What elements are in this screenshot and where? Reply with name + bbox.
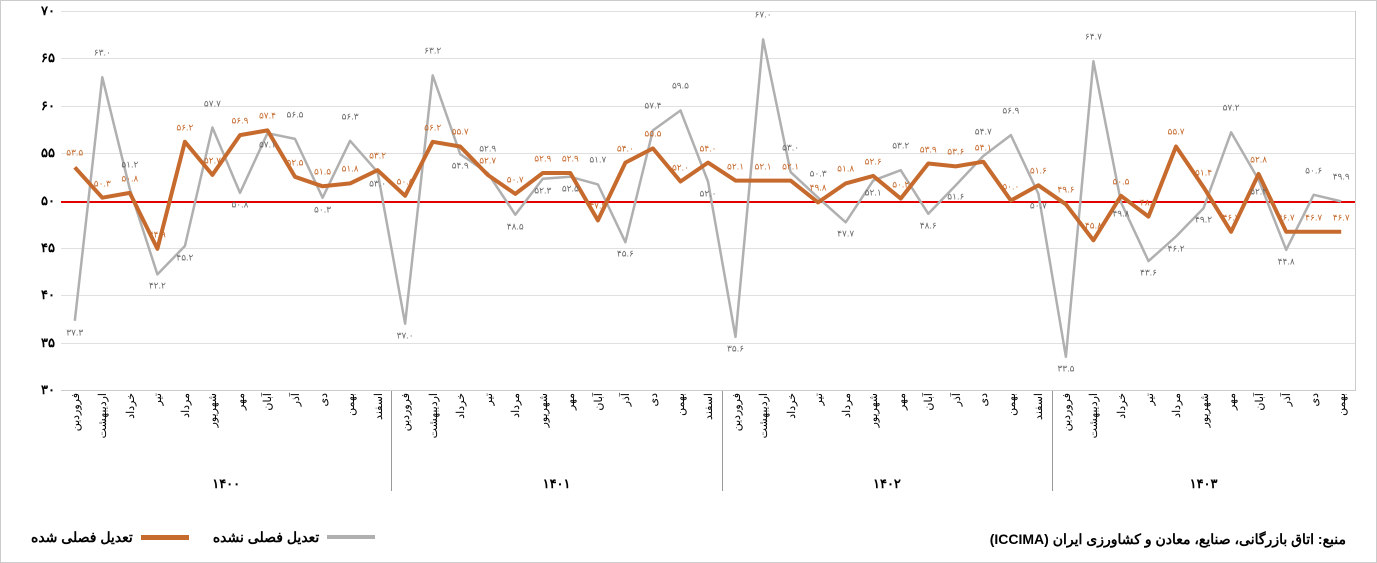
x-tick-month: آذر — [1280, 393, 1293, 406]
source-text: منبع: اتاق بازرگانی، صنایع، معادن و کشاو… — [990, 531, 1346, 548]
x-tick-month: شهریور — [537, 393, 550, 427]
line-adjusted — [75, 130, 1341, 248]
line-unadjusted — [75, 39, 1341, 356]
legend-label-adjusted: تعدیل فصلی شده — [31, 529, 133, 546]
x-year-label: ۱۴۰۳ — [1052, 476, 1355, 492]
x-tick-month: تیر — [1143, 393, 1156, 405]
legend-item-adjusted: تعدیل فصلی شده — [31, 529, 189, 546]
x-tick-month: تیر — [812, 393, 825, 405]
y-tick: ۶۵ — [21, 50, 55, 66]
y-tick: ۷۰ — [21, 3, 55, 19]
x-tick-month: خرداد — [1115, 393, 1128, 419]
x-tick-month: مرداد — [179, 393, 192, 418]
x-tick-month: شهریور — [1198, 393, 1211, 427]
x-tick-month: مهر — [895, 393, 908, 410]
x-year-label: ۱۴۰۰ — [61, 476, 391, 492]
x-tick-month: دی — [647, 393, 660, 407]
x-tick-month: آبان — [261, 393, 274, 411]
x-tick-month: اسفند — [702, 393, 715, 420]
y-tick: ۴۵ — [21, 240, 55, 256]
x-tick-month: خرداد — [454, 393, 467, 419]
x-tick-month: مرداد — [509, 393, 522, 418]
x-tick-month: اردیبهشت — [427, 393, 440, 438]
y-tick: ۶۰ — [21, 98, 55, 114]
x-tick-month: فروردین — [69, 393, 82, 431]
x-tick-month: مهر — [234, 393, 247, 410]
x-tick-month: اردیبهشت — [1087, 393, 1100, 438]
x-tick-month: آذر — [289, 393, 302, 406]
x-tick-month: تیر — [151, 393, 164, 405]
x-tick-month: خرداد — [124, 393, 137, 419]
x-tick-month: اردیبهشت — [757, 393, 770, 438]
chart-container: ۳۰۳۵۴۰۴۵۵۰۵۵۶۰۶۵۷۰۵۳.۵۳۷.۳۵۰.۳۶۳.۰۵۰.۸۵۱… — [0, 0, 1377, 563]
x-tick-month: فروردین — [730, 393, 743, 431]
x-tick-month: آبان — [1253, 393, 1266, 411]
y-tick: ۴۰ — [21, 287, 55, 303]
x-tick-month: بهمن — [344, 393, 357, 416]
x-tick-month: اسفند — [1032, 393, 1045, 420]
x-year-label: ۱۴۰۲ — [722, 476, 1052, 492]
x-tick-month: آذر — [619, 393, 632, 406]
y-tick: ۵۵ — [21, 145, 55, 161]
x-tick-month: آذر — [950, 393, 963, 406]
x-tick-month: خرداد — [785, 393, 798, 419]
x-tick-month: شهریور — [206, 393, 219, 427]
x-tick-month: آبان — [592, 393, 605, 411]
legend-item-unadjusted: تعدیل فصلی نشده — [213, 529, 375, 546]
x-tick-month: بهمن — [1335, 393, 1348, 416]
x-tick-month: دی — [1308, 393, 1321, 407]
x-tick-month: فروردین — [399, 393, 412, 431]
plot-area: ۳۰۳۵۴۰۴۵۵۰۵۵۶۰۶۵۷۰۵۳.۵۳۷.۳۵۰.۳۶۳.۰۵۰.۸۵۱… — [61, 11, 1356, 391]
x-tick-month: مهر — [564, 393, 577, 410]
x-tick-month: فروردین — [1060, 393, 1073, 431]
x-tick-month: دی — [317, 393, 330, 407]
legend-swatch-unadjusted — [327, 535, 375, 539]
y-tick: ۳۵ — [21, 335, 55, 351]
legend-label-unadjusted: تعدیل فصلی نشده — [213, 529, 319, 546]
y-tick: ۳۰ — [21, 382, 55, 398]
legend-swatch-adjusted — [141, 535, 189, 540]
x-year-label: ۱۴۰۱ — [391, 476, 721, 492]
x-tick-month: مرداد — [840, 393, 853, 418]
y-tick: ۵۰ — [21, 193, 55, 209]
x-tick-month: تیر — [482, 393, 495, 405]
x-tick-month: مهر — [1225, 393, 1238, 410]
x-tick-month: اسفند — [372, 393, 385, 420]
x-tick-month: بهمن — [674, 393, 687, 416]
x-tick-month: اردیبهشت — [96, 393, 109, 438]
x-tick-month: آبان — [922, 393, 935, 411]
x-tick-month: بهمن — [1005, 393, 1018, 416]
x-tick-month: مرداد — [1170, 393, 1183, 418]
x-tick-month: دی — [977, 393, 990, 407]
x-tick-month: شهریور — [867, 393, 880, 427]
